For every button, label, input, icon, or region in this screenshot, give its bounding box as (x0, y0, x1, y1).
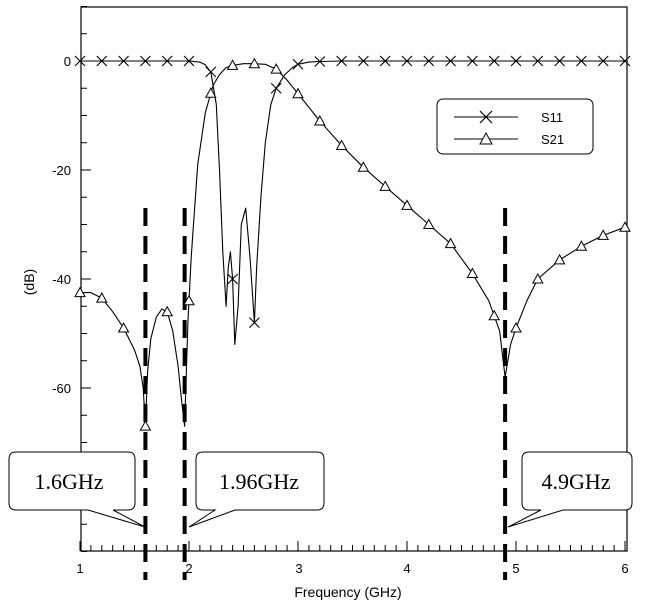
data-point-s11 (619, 55, 631, 67)
data-point-s11 (336, 55, 347, 67)
data-point-s21 (226, 59, 239, 70)
frequency-markers (143, 208, 508, 580)
data-point-s21 (313, 114, 326, 126)
data-point-s11 (270, 82, 282, 94)
y-tick-label: -40 (52, 272, 71, 287)
x-tick-label: 6 (621, 561, 628, 576)
data-point-s21 (117, 322, 130, 333)
y-tick-labels: 0 -20 -40 -60 (52, 54, 71, 396)
data-point-s11 (205, 66, 217, 78)
data-point-s21 (74, 286, 86, 298)
data-point-s11 (401, 55, 413, 67)
data-point-s11 (118, 55, 129, 67)
callout-label: 1.96GHz (219, 469, 299, 494)
x-tick-label: 5 (512, 561, 519, 576)
data-point-s11 (510, 55, 522, 67)
data-point-s21 (161, 305, 174, 317)
data-point-s11 (379, 55, 391, 67)
data-point-s21 (401, 199, 413, 210)
x-axis-title: Frequency (GHz) (294, 584, 401, 600)
data-point-s21 (248, 57, 261, 69)
data-point-s11 (227, 273, 238, 285)
x-tick-labels: 1 2 3 4 5 6 (76, 561, 628, 576)
data-point-s11 (183, 55, 195, 67)
data-point-s21 (183, 294, 195, 306)
data-point-s11 (554, 55, 565, 67)
callout-label: 1.6GHz (34, 469, 103, 494)
data-point-s21 (379, 180, 392, 191)
legend-marker-s11 (479, 110, 493, 124)
y-axis-title: (dB) (21, 269, 37, 295)
data-point-s21 (575, 240, 588, 251)
y-tick-label: -20 (52, 163, 71, 178)
data-point-s21 (510, 322, 522, 333)
data-point-s11 (358, 55, 369, 67)
callout-shape (507, 451, 633, 528)
y-tick-label: -60 (52, 381, 71, 396)
data-point-s11 (292, 58, 304, 70)
series-curves (74, 55, 631, 431)
x-tick-label: 4 (403, 561, 410, 576)
data-point-s21 (204, 87, 217, 98)
data-point-s11 (249, 317, 260, 328)
data-point-s21 (422, 218, 435, 229)
data-point-s11 (532, 55, 544, 67)
x-tick-label: 3 (295, 561, 302, 576)
data-point-s21 (597, 229, 610, 240)
data-point-s21 (531, 272, 544, 284)
legend: S11 S21 (436, 98, 594, 155)
data-point-s11 (467, 55, 478, 67)
data-point-s11 (96, 55, 108, 67)
data-point-s11 (576, 55, 587, 67)
data-point-s21 (444, 237, 457, 249)
callout-shape (188, 451, 325, 528)
data-point-s11 (140, 55, 151, 67)
data-point-s21 (292, 87, 304, 99)
data-point-s21 (139, 420, 152, 431)
data-point-s11 (74, 55, 86, 67)
data-point-s11 (314, 56, 326, 67)
data-point-s11 (488, 55, 500, 67)
callout-1p6: 1.6GHz (8, 451, 146, 528)
series-line-s11 (80, 60, 625, 345)
data-point-s21 (95, 292, 108, 303)
data-point-s11 (597, 55, 609, 67)
callout-label: 4.9GHz (541, 469, 610, 494)
data-point-s21 (619, 221, 631, 232)
callout-4p9: 4.9GHz (507, 451, 633, 528)
legend-box (436, 98, 594, 155)
data-point-s21 (270, 63, 283, 74)
data-point-s21 (488, 309, 501, 321)
legend-label-s21: S21 (541, 132, 564, 147)
legend-marker-s21 (479, 131, 493, 145)
callout-1p96: 1.96GHz (188, 451, 325, 528)
x-tick-label: 1 (76, 561, 83, 576)
y-tick-label: 0 (64, 54, 71, 69)
data-point-s21 (466, 267, 479, 279)
data-point-s11 (445, 55, 456, 67)
x-tick-label: 2 (185, 561, 192, 576)
data-point-s21 (335, 139, 348, 150)
data-point-s21 (553, 253, 566, 265)
callout-shape (8, 451, 146, 528)
data-point-s11 (161, 55, 173, 67)
data-point-s21 (357, 161, 370, 172)
data-point-s11 (423, 55, 435, 67)
legend-label-s11: S11 (541, 110, 563, 125)
